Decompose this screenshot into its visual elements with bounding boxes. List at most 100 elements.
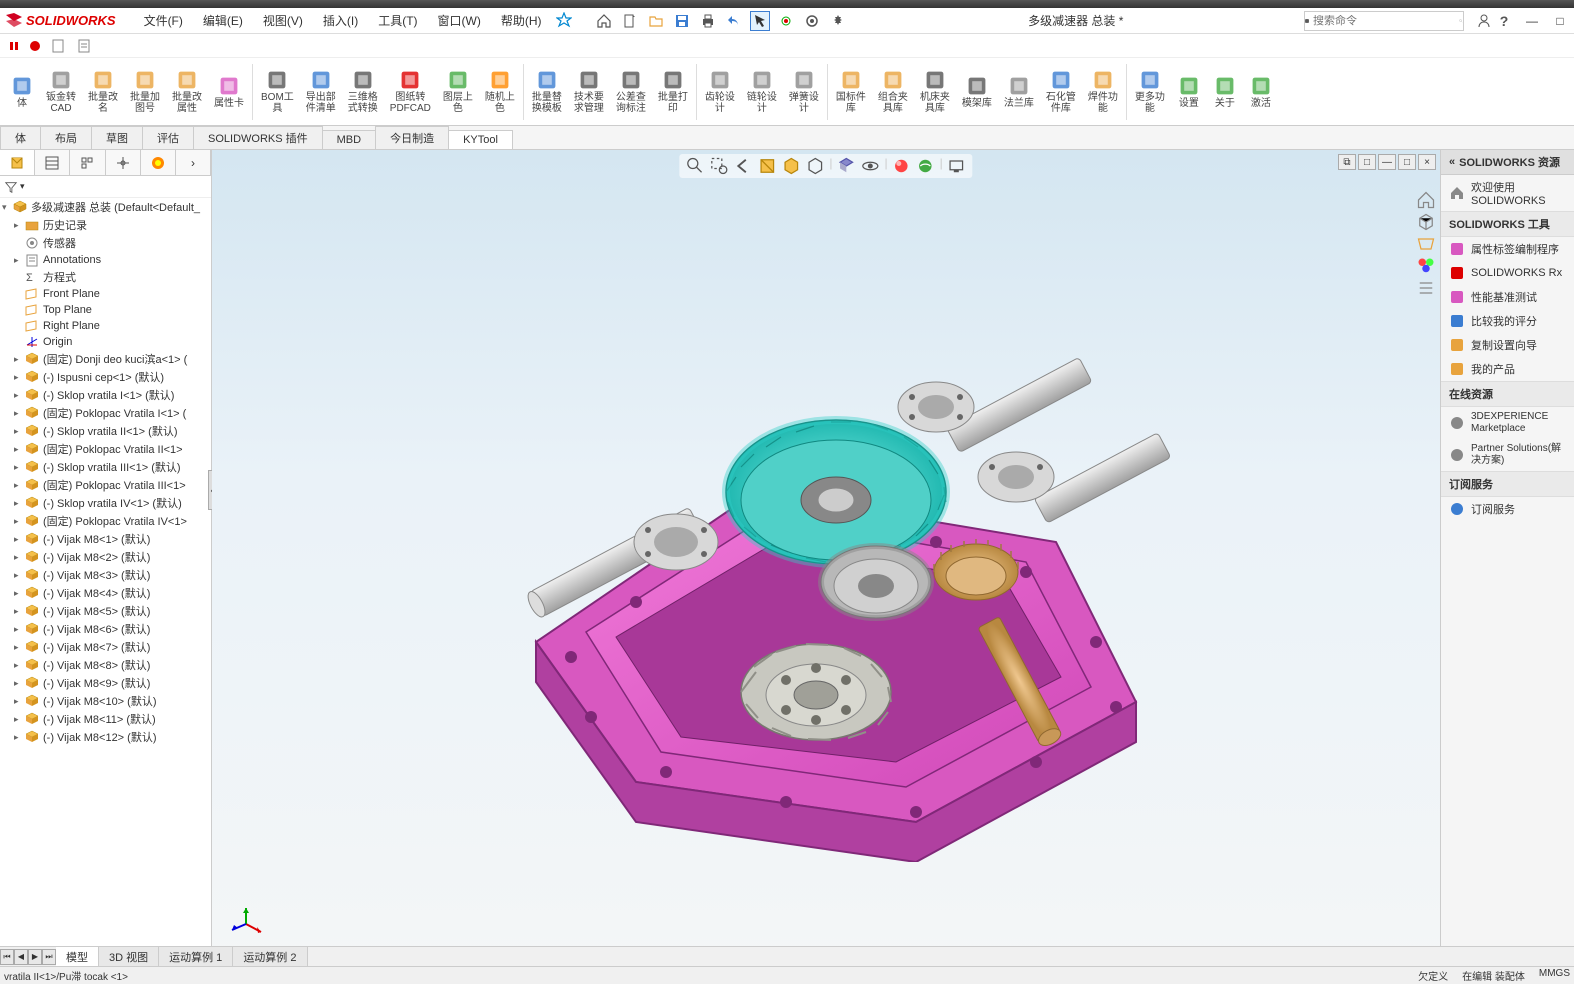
ribbon-export[interactable]: 导出部件清单 bbox=[300, 67, 342, 116]
view-triad[interactable] bbox=[226, 904, 266, 944]
fm-tab-config[interactable] bbox=[70, 150, 105, 175]
ribbon-lib6[interactable]: 石化管件库 bbox=[1040, 67, 1082, 116]
filter-bar[interactable]: ▾ bbox=[0, 176, 211, 198]
menu-window[interactable]: 窗口(W) bbox=[430, 10, 489, 31]
feature-tree[interactable]: ▾ 多级减速器 总装 (Default<Default_ ▸历史记录传感器▸An… bbox=[0, 198, 211, 974]
doc1-icon[interactable] bbox=[48, 36, 68, 56]
appearance-icon[interactable] bbox=[892, 156, 912, 176]
ribbon-color[interactable]: 随机上色 bbox=[479, 67, 521, 116]
ribbon-lib2[interactable]: 组合夹具库 bbox=[872, 67, 914, 116]
tree-item[interactable]: ▸(-) Vijak M8<12> (默认) bbox=[0, 728, 211, 746]
ribbon-chain[interactable]: 链轮设计 bbox=[741, 67, 783, 116]
ribbon-req[interactable]: 技术要求管理 bbox=[568, 67, 610, 116]
ribbon-lib1[interactable]: 国标件库 bbox=[830, 67, 872, 116]
tree-item[interactable]: ▸(-) Vijak M8<3> (默认) bbox=[0, 566, 211, 584]
tree-item[interactable]: Top Plane bbox=[0, 302, 211, 318]
menu-tools[interactable]: 工具(T) bbox=[370, 10, 425, 31]
rp-online-1[interactable]: Partner Solutions(解决方案) bbox=[1441, 439, 1574, 471]
btab-3[interactable]: 运动算例 2 bbox=[233, 947, 307, 967]
rp-sub-0[interactable]: 订阅服务 bbox=[1441, 497, 1574, 521]
menu-help[interactable]: 帮助(H) bbox=[493, 10, 550, 31]
ribbon-card[interactable]: 属性卡 bbox=[208, 73, 250, 111]
record-button-icon[interactable] bbox=[8, 39, 22, 53]
rp-tool-0[interactable]: 属性标签编制程序 bbox=[1441, 237, 1574, 261]
undo-icon[interactable] bbox=[724, 11, 744, 31]
tree-item[interactable]: ▸(-) Sklop vratila IV<1> (默认) bbox=[0, 494, 211, 512]
tree-item[interactable]: ▸(固定) Poklopac Vratila III<1> bbox=[0, 476, 211, 494]
tab-0[interactable]: 体 bbox=[0, 126, 41, 149]
tab-6[interactable]: 今日制造 bbox=[375, 126, 449, 149]
maximize-icon[interactable]: □ bbox=[1550, 11, 1570, 31]
rp-tool-3[interactable]: 比较我的评分 bbox=[1441, 309, 1574, 333]
search-input[interactable] bbox=[1309, 15, 1459, 27]
tree-item[interactable]: ▸(固定) Poklopac Vratila IV<1> bbox=[0, 512, 211, 530]
tab-3[interactable]: 评估 bbox=[142, 126, 194, 149]
print-icon[interactable] bbox=[698, 11, 718, 31]
tree-item[interactable]: ▸(-) Vijak M8<9> (默认) bbox=[0, 674, 211, 692]
scene-icon[interactable] bbox=[916, 156, 936, 176]
rp-tool-5[interactable]: 我的产品 bbox=[1441, 357, 1574, 381]
record-icon[interactable] bbox=[28, 39, 42, 53]
ribbon-more[interactable]: 更多功能 bbox=[1129, 67, 1171, 116]
btab-next-icon[interactable]: ▶ bbox=[28, 949, 42, 965]
tree-item[interactable]: ▸(-) Vijak M8<10> (默认) bbox=[0, 692, 211, 710]
ribbon-spring[interactable]: 弹簧设计 bbox=[783, 67, 825, 116]
vp-min-icon[interactable]: — bbox=[1378, 154, 1396, 170]
fm-tab-appear[interactable] bbox=[141, 150, 176, 175]
vp-restore-icon[interactable]: ⧉ bbox=[1338, 154, 1356, 170]
zoom-area-icon[interactable] bbox=[709, 156, 729, 176]
vp-max-icon[interactable]: □ bbox=[1398, 154, 1416, 170]
prev-view-icon[interactable] bbox=[733, 156, 753, 176]
ribbon-settings[interactable]: 设置 bbox=[1171, 73, 1207, 111]
tree-item[interactable]: ▸(-) Sklop vratila I<1> (默认) bbox=[0, 386, 211, 404]
tree-item[interactable]: ▸(固定) Poklopac Vratila II<1> bbox=[0, 440, 211, 458]
options-icon[interactable] bbox=[802, 11, 822, 31]
btab-2[interactable]: 运动算例 1 bbox=[159, 947, 233, 967]
menu-file[interactable]: 文件(F) bbox=[136, 10, 191, 31]
view-orient-icon[interactable] bbox=[781, 156, 801, 176]
tab-2[interactable]: 草图 bbox=[91, 126, 143, 149]
vp-window-icon[interactable]: □ bbox=[1358, 154, 1376, 170]
vp-close-icon[interactable]: × bbox=[1418, 154, 1436, 170]
doc2-icon[interactable] bbox=[74, 36, 94, 56]
btab-prev-icon[interactable]: ◀ bbox=[14, 949, 28, 965]
tree-item[interactable]: Front Plane bbox=[0, 286, 211, 302]
tree-item[interactable]: ▸(-) Vijak M8<5> (默认) bbox=[0, 602, 211, 620]
btab-1[interactable]: 3D 视图 bbox=[99, 947, 159, 967]
hide-show-icon[interactable] bbox=[836, 156, 856, 176]
ribbon-3d[interactable]: 三维格式转换 bbox=[342, 67, 384, 116]
search-icon[interactable] bbox=[1459, 14, 1463, 28]
star-icon[interactable] bbox=[554, 10, 574, 30]
tab-5[interactable]: MBD bbox=[322, 130, 376, 149]
status-units[interactable]: MMGS bbox=[1539, 968, 1570, 983]
tree-item[interactable]: ▸(-) Vijak M8<6> (默认) bbox=[0, 620, 211, 638]
rp-tool-2[interactable]: 性能基准测试 bbox=[1441, 285, 1574, 309]
tree-item[interactable]: ▸历史记录 bbox=[0, 216, 211, 234]
tree-item[interactable]: ▸(-) Sklop vratila III<1> (默认) bbox=[0, 458, 211, 476]
ribbon-layer[interactable]: 图层上色 bbox=[437, 67, 479, 116]
side-fold-icon[interactable] bbox=[1416, 234, 1436, 254]
fm-tab-tree[interactable] bbox=[0, 150, 35, 175]
tree-item[interactable]: ▸Annotations bbox=[0, 252, 211, 268]
help-icon[interactable]: ? bbox=[1494, 11, 1514, 31]
render-icon[interactable] bbox=[947, 156, 967, 176]
rp-online-0[interactable]: 3DEXPERIENCE Marketplace bbox=[1441, 407, 1574, 439]
home-icon[interactable] bbox=[594, 11, 614, 31]
3d-viewport[interactable]: ⧉ □ — □ × | | | bbox=[212, 150, 1440, 974]
rebuild-icon[interactable] bbox=[776, 11, 796, 31]
menu-insert[interactable]: 插入(I) bbox=[315, 10, 366, 31]
tree-item[interactable]: ▸(固定) Donji deo kuci滨a<1> ( bbox=[0, 350, 211, 368]
tree-item[interactable]: ▸(-) Vijak M8<4> (默认) bbox=[0, 584, 211, 602]
tree-root[interactable]: ▾ 多级减速器 总装 (Default<Default_ bbox=[0, 198, 211, 216]
display-style-icon[interactable] bbox=[805, 156, 825, 176]
tree-item[interactable]: Right Plane bbox=[0, 318, 211, 334]
side-list-icon[interactable] bbox=[1416, 278, 1436, 298]
tab-1[interactable]: 布局 bbox=[40, 126, 92, 149]
fm-tab-more[interactable]: › bbox=[176, 150, 211, 175]
ribbon-lib4[interactable]: 模架库 bbox=[956, 73, 998, 111]
ribbon-weld[interactable]: 焊件功能 bbox=[1082, 67, 1124, 116]
ribbon-pdf[interactable]: 图纸转PDFCAD bbox=[384, 67, 437, 116]
side-iso-icon[interactable] bbox=[1416, 212, 1436, 232]
tree-item[interactable]: 传感器 bbox=[0, 234, 211, 252]
ribbon-num[interactable]: 批量加图号 bbox=[124, 67, 166, 116]
